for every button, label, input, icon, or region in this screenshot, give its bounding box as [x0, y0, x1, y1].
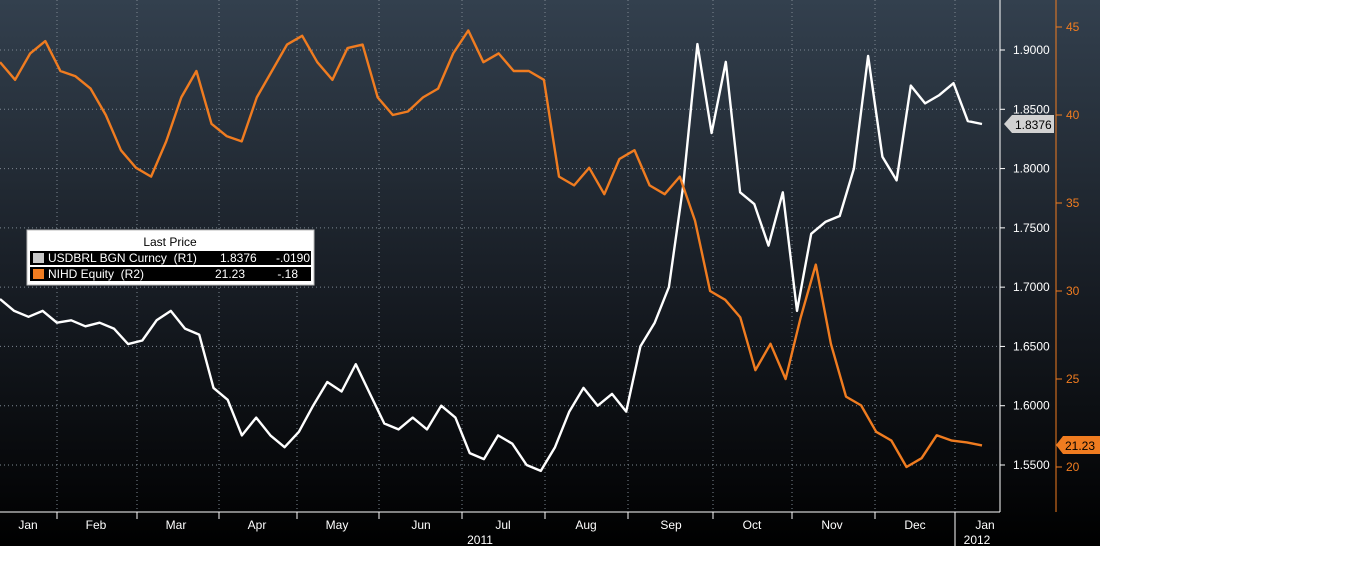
x-tick-label: Feb: [86, 518, 107, 532]
legend-name-usdbrl: USDBRL BGN Curncy (R1): [48, 251, 197, 265]
legend-change-usdbrl: -.0190: [276, 251, 310, 265]
r1-tick-label: 1.7000: [1013, 280, 1050, 294]
legend-row-1-values-bg: [211, 251, 311, 265]
r1-tick-label: 1.6500: [1013, 339, 1050, 353]
x-tick-label: Oct: [743, 518, 762, 532]
last-value-nihd: 21.23: [1065, 439, 1095, 453]
x-tick-label: Dec: [904, 518, 925, 532]
legend-value-nihd: 21.23: [215, 267, 245, 281]
last-value-tag-usdbrl: [1004, 115, 1054, 133]
r2-tick-label: 40: [1066, 108, 1080, 122]
r2-tick-label: 35: [1066, 196, 1080, 210]
x-tick-label: May: [326, 518, 349, 532]
x-tick-label: Sep: [660, 518, 682, 532]
last-value-tag-nihd: [1056, 436, 1100, 454]
x-tick-label: Apr: [248, 518, 267, 532]
series-line-nihd: [0, 29, 983, 469]
r2-tick-label: 45: [1066, 20, 1080, 34]
legend-name-nihd: NIHD Equity (R2): [48, 267, 144, 281]
legend-title: Last Price: [143, 235, 197, 249]
x-tick-label: Jan: [975, 518, 994, 532]
r1-tick-label: 1.7500: [1013, 221, 1050, 235]
r2-tick-label: 20: [1066, 460, 1080, 474]
r1-tick-label: 1.9000: [1013, 43, 1050, 57]
series-line-usdbrl: [0, 42, 983, 473]
legend-row-1-bg: [30, 251, 211, 265]
legend-row-2-values-bg: [160, 267, 311, 281]
left-axis: 1.5500 1.6000 1.6500 1.7000 1.7500 1.8000 1.85…: [999, 0, 1050, 512]
r2-tick-label: 30: [1066, 284, 1080, 298]
x-tick-label: Nov: [821, 518, 842, 532]
last-value-labels: 1.8376 21.23: [1004, 115, 1100, 454]
x-year-label: 2012: [964, 533, 991, 547]
x-tick-label: Jun: [411, 518, 430, 532]
x-tick-label: Mar: [166, 518, 187, 532]
legend-swatch-nihd: [33, 269, 44, 279]
legend-value-usdbrl: 1.8376: [220, 251, 257, 265]
r1-tick-label: 1.8500: [1013, 102, 1050, 116]
x-tick-label: Jan: [18, 518, 37, 532]
x-year-label: 2011: [467, 533, 493, 547]
last-value-usdbrl: 1.8376: [1015, 118, 1052, 132]
series-layer: [0, 29, 983, 473]
r1-tick-label: 1.5500: [1013, 458, 1050, 472]
x-tick-label: Aug: [575, 518, 596, 532]
legend-row-2-bg: [30, 267, 160, 281]
r1-tick-label: 1.6000: [1013, 399, 1050, 413]
legend: Last Price USDBRL BGN Curncy (R1) 1.8376…: [26, 229, 315, 286]
r2-tick-label: 25: [1066, 372, 1080, 386]
right-axis: 20 25 30 35 40 45: [1055, 0, 1080, 512]
x-axis: Jan Feb Mar Apr May Jun Jul Aug Sep Oct Nov Dec Jan2…: [0, 511, 1000, 547]
x-tick-label: Jul: [495, 518, 510, 532]
legend-change-nihd: -.18: [277, 267, 298, 281]
legend-swatch-usdbrl: [33, 253, 44, 263]
r1-tick-label: 1.8000: [1013, 162, 1050, 176]
